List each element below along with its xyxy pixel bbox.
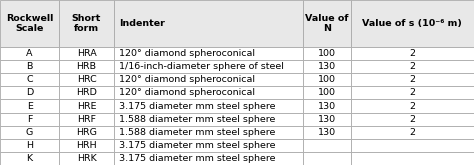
Text: 120° diamond spheroconical: 120° diamond spheroconical bbox=[119, 88, 255, 97]
Bar bbox=[59, 139, 114, 152]
Bar bbox=[59, 126, 114, 139]
Text: HRH: HRH bbox=[76, 141, 97, 150]
Text: 2: 2 bbox=[410, 62, 415, 71]
Bar bbox=[59, 73, 114, 86]
Bar bbox=[351, 152, 474, 165]
Bar bbox=[351, 60, 474, 73]
Text: H: H bbox=[26, 141, 33, 150]
Text: 100: 100 bbox=[318, 75, 336, 84]
Text: HRG: HRG bbox=[76, 128, 97, 137]
Text: 130: 130 bbox=[318, 62, 336, 71]
Bar bbox=[114, 139, 303, 152]
Text: HRC: HRC bbox=[77, 75, 96, 84]
Text: 2: 2 bbox=[410, 128, 415, 137]
Bar bbox=[351, 0, 474, 47]
Bar bbox=[351, 73, 474, 86]
Text: 3.175 diameter mm steel sphere: 3.175 diameter mm steel sphere bbox=[119, 154, 276, 163]
Text: A: A bbox=[27, 49, 33, 58]
Text: D: D bbox=[26, 88, 33, 97]
Text: 1/16-inch-diameter sphere of steel: 1/16-inch-diameter sphere of steel bbox=[119, 62, 284, 71]
Text: 1.588 diameter mm steel sphere: 1.588 diameter mm steel sphere bbox=[119, 128, 276, 137]
Text: 3.175 diameter mm steel sphere: 3.175 diameter mm steel sphere bbox=[119, 141, 276, 150]
Text: 1.588 diameter mm steel sphere: 1.588 diameter mm steel sphere bbox=[119, 115, 276, 124]
Bar bbox=[0, 99, 59, 113]
Text: 3.175 diameter mm steel sphere: 3.175 diameter mm steel sphere bbox=[119, 101, 276, 111]
Bar bbox=[114, 86, 303, 99]
Bar bbox=[351, 99, 474, 113]
Bar bbox=[114, 152, 303, 165]
Text: HRK: HRK bbox=[77, 154, 96, 163]
Text: HRD: HRD bbox=[76, 88, 97, 97]
Text: 2: 2 bbox=[410, 115, 415, 124]
Text: HRE: HRE bbox=[77, 101, 96, 111]
Text: HRA: HRA bbox=[77, 49, 96, 58]
Bar bbox=[59, 60, 114, 73]
Bar bbox=[114, 126, 303, 139]
Text: 2: 2 bbox=[410, 49, 415, 58]
Bar bbox=[351, 86, 474, 99]
Bar bbox=[303, 113, 351, 126]
Bar bbox=[0, 0, 59, 47]
Text: Short
form: Short form bbox=[72, 14, 101, 33]
Bar bbox=[114, 113, 303, 126]
Text: 120° diamond spheroconical: 120° diamond spheroconical bbox=[119, 49, 255, 58]
Text: 120° diamond spheroconical: 120° diamond spheroconical bbox=[119, 75, 255, 84]
Bar bbox=[303, 86, 351, 99]
Bar bbox=[59, 86, 114, 99]
Text: Rockwell
Scale: Rockwell Scale bbox=[6, 14, 53, 33]
Text: 100: 100 bbox=[318, 88, 336, 97]
Bar bbox=[0, 152, 59, 165]
Text: 100: 100 bbox=[318, 49, 336, 58]
Bar bbox=[303, 47, 351, 60]
Bar bbox=[303, 126, 351, 139]
Bar bbox=[351, 113, 474, 126]
Bar bbox=[0, 60, 59, 73]
Bar bbox=[303, 99, 351, 113]
Text: C: C bbox=[27, 75, 33, 84]
Bar bbox=[0, 73, 59, 86]
Bar bbox=[114, 47, 303, 60]
Text: HRF: HRF bbox=[77, 115, 96, 124]
Bar bbox=[351, 139, 474, 152]
Bar bbox=[59, 0, 114, 47]
Text: Value of s (10⁻⁶ m): Value of s (10⁻⁶ m) bbox=[363, 19, 462, 28]
Bar bbox=[114, 73, 303, 86]
Bar bbox=[0, 86, 59, 99]
Bar bbox=[59, 113, 114, 126]
Bar bbox=[114, 60, 303, 73]
Bar bbox=[303, 0, 351, 47]
Bar bbox=[303, 60, 351, 73]
Bar bbox=[303, 152, 351, 165]
Text: E: E bbox=[27, 101, 33, 111]
Bar bbox=[303, 73, 351, 86]
Bar bbox=[0, 47, 59, 60]
Text: 130: 130 bbox=[318, 115, 336, 124]
Bar bbox=[303, 139, 351, 152]
Text: Value of
N: Value of N bbox=[305, 14, 349, 33]
Bar bbox=[0, 139, 59, 152]
Bar bbox=[351, 126, 474, 139]
Bar bbox=[59, 47, 114, 60]
Text: 130: 130 bbox=[318, 128, 336, 137]
Bar bbox=[0, 113, 59, 126]
Bar bbox=[59, 152, 114, 165]
Bar bbox=[114, 99, 303, 113]
Text: 2: 2 bbox=[410, 75, 415, 84]
Bar bbox=[0, 126, 59, 139]
Text: K: K bbox=[27, 154, 33, 163]
Bar bbox=[351, 47, 474, 60]
Bar bbox=[114, 0, 303, 47]
Text: 2: 2 bbox=[410, 88, 415, 97]
Text: G: G bbox=[26, 128, 33, 137]
Text: F: F bbox=[27, 115, 32, 124]
Text: B: B bbox=[27, 62, 33, 71]
Text: 2: 2 bbox=[410, 101, 415, 111]
Text: HRB: HRB bbox=[76, 62, 97, 71]
Text: 130: 130 bbox=[318, 101, 336, 111]
Bar bbox=[59, 99, 114, 113]
Text: Indenter: Indenter bbox=[119, 19, 165, 28]
